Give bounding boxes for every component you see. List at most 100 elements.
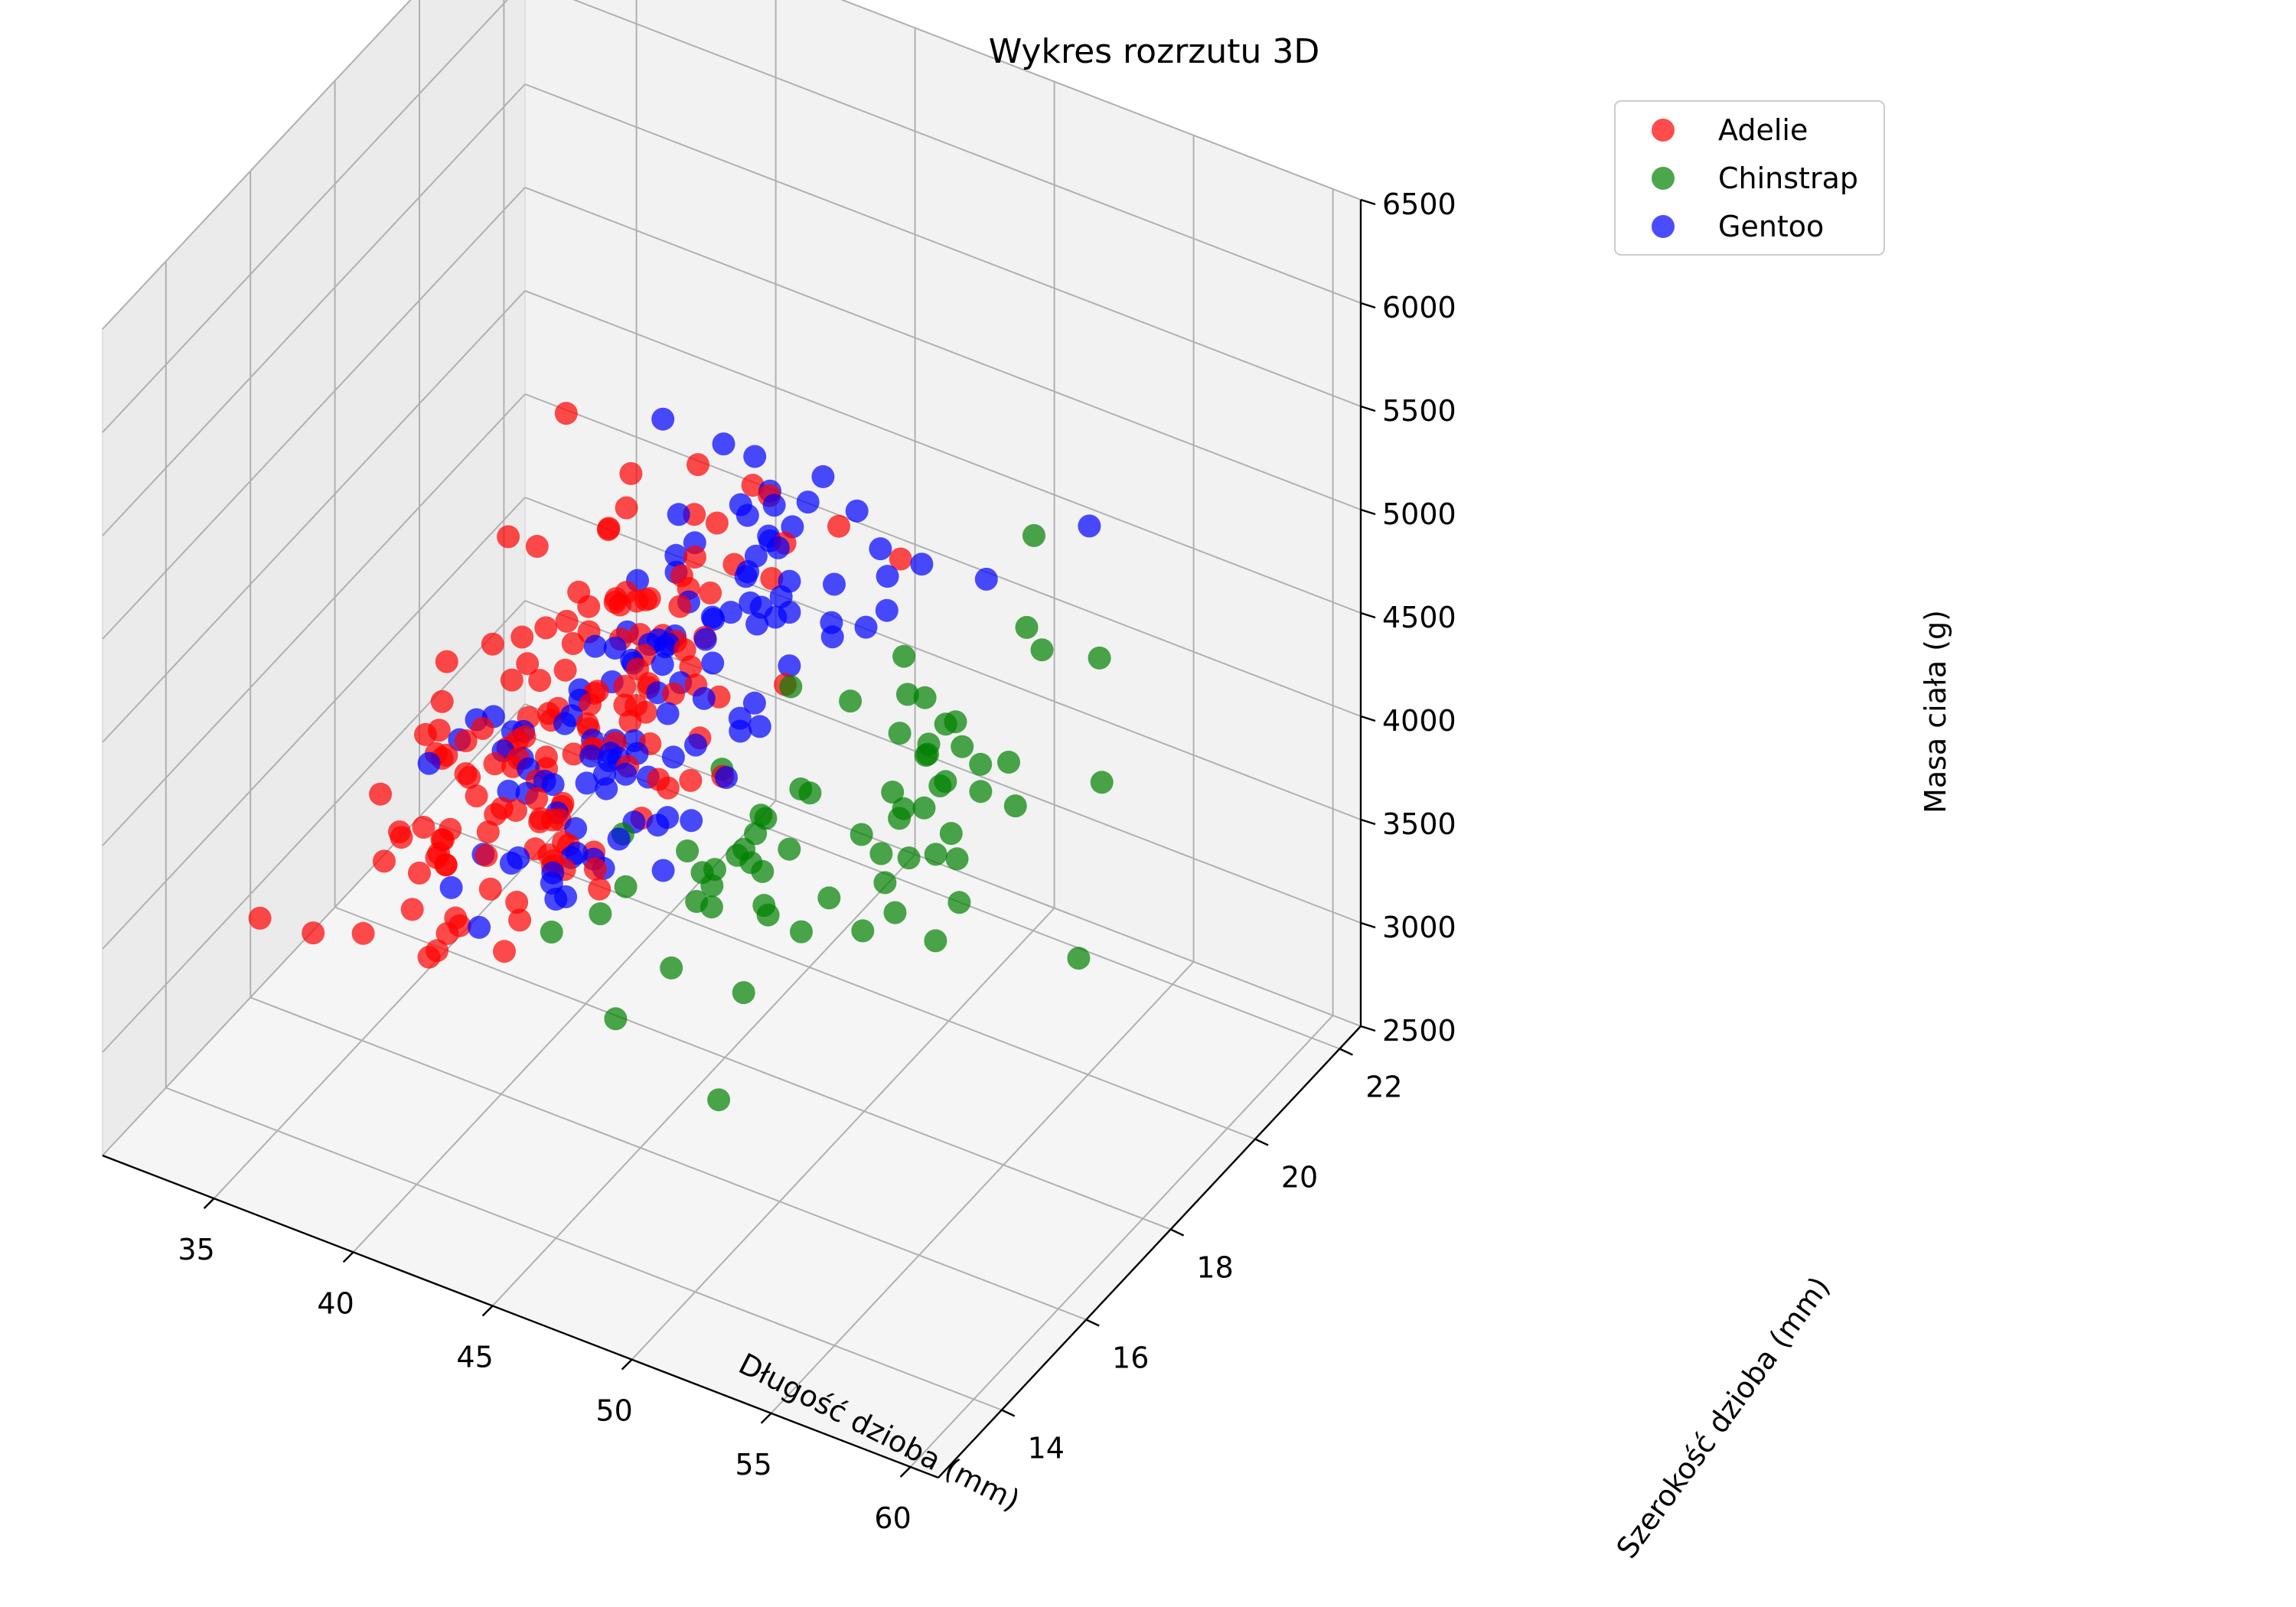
- point-adelie: [414, 722, 437, 746]
- point-gentoo: [712, 432, 735, 456]
- grid-line-z-side: [102, 393, 526, 846]
- x-axis-line: [102, 1154, 939, 1479]
- point-gentoo: [544, 888, 568, 911]
- point-chinstrap: [778, 837, 801, 861]
- point-gentoo: [743, 445, 767, 468]
- point-adelie: [588, 877, 612, 901]
- point-adelie: [435, 921, 459, 945]
- point-adelie: [478, 877, 502, 901]
- z-tick: [1360, 818, 1376, 826]
- point-gentoo: [869, 537, 892, 561]
- point-adelie: [497, 525, 520, 549]
- point-gentoo: [875, 598, 899, 622]
- z-tick-label: 6500: [1382, 187, 1456, 221]
- point-adelie: [705, 511, 729, 535]
- point-adelie: [618, 709, 642, 733]
- point-gentoo: [766, 536, 790, 559]
- point-adelie: [699, 581, 722, 605]
- point-chinstrap: [914, 744, 938, 767]
- point-gentoo: [735, 504, 759, 527]
- grid-line-z-back: [572, 0, 1362, 304]
- point-adelie: [615, 496, 638, 520]
- point-gentoo: [661, 745, 685, 769]
- point-chinstrap: [604, 1007, 628, 1031]
- point-chinstrap: [869, 842, 893, 865]
- point-chinstrap: [817, 886, 841, 910]
- point-adelie: [302, 921, 325, 945]
- point-adelie: [553, 658, 577, 682]
- point-chinstrap: [924, 843, 947, 866]
- point-gentoo: [876, 565, 899, 588]
- legend-label-adelie: Adelie: [1718, 113, 1808, 147]
- point-adelie: [408, 861, 431, 885]
- point-adelie: [400, 898, 424, 921]
- point-chinstrap: [947, 891, 971, 914]
- point-gentoo: [575, 771, 598, 795]
- grid-line-z-side: [102, 497, 526, 950]
- y-tick: [1001, 1409, 1016, 1417]
- x-tick-label: 60: [874, 1501, 911, 1535]
- point-adelie: [516, 652, 540, 676]
- point-gentoo: [702, 608, 726, 631]
- point-chinstrap: [1088, 646, 1111, 670]
- point-chinstrap: [1030, 638, 1054, 662]
- legend-label-chinstrap: Chinstrap: [1718, 161, 1858, 195]
- point-gentoo: [910, 553, 934, 576]
- point-chinstrap: [969, 780, 993, 804]
- point-adelie: [351, 921, 375, 945]
- point-chinstrap: [951, 735, 974, 758]
- point-gentoo: [541, 773, 565, 797]
- y-axis-label: Szerokość dzioba (mm): [1609, 1270, 1836, 1564]
- point-gentoo: [499, 852, 523, 875]
- y-tick: [1254, 1138, 1269, 1146]
- point-chinstrap: [839, 689, 863, 713]
- point-gentoo: [742, 691, 766, 715]
- point-chinstrap: [790, 920, 813, 944]
- point-chinstrap: [934, 712, 957, 736]
- data-points: [248, 402, 1114, 1112]
- legend: Adelie Chinstrap Gentoo: [1614, 100, 1885, 256]
- point-adelie: [476, 820, 500, 844]
- point-adelie: [481, 632, 504, 656]
- axis-ticks: 35 40 45 50 55 60 14 16 18 20 22 2500 3000 3500 4000 45…: [178, 187, 1456, 1535]
- point-chinstrap: [897, 846, 921, 870]
- point-adelie: [583, 857, 607, 881]
- point-chinstrap: [969, 752, 993, 776]
- y-tick: [1339, 1048, 1353, 1056]
- point-adelie: [528, 669, 552, 693]
- point-gentoo: [468, 915, 491, 939]
- point-gentoo: [607, 827, 631, 851]
- z-tick: [1360, 405, 1376, 412]
- point-adelie: [679, 768, 703, 792]
- point-adelie: [390, 826, 413, 849]
- point-chinstrap: [881, 781, 905, 804]
- point-chinstrap: [798, 781, 822, 805]
- point-adelie: [454, 729, 478, 752]
- legend-label-gentoo: Gentoo: [1718, 210, 1824, 243]
- point-chinstrap: [676, 839, 700, 862]
- point-adelie: [435, 650, 458, 673]
- point-gentoo: [719, 601, 742, 624]
- z-tick: [1360, 302, 1376, 309]
- point-chinstrap: [756, 903, 780, 927]
- point-gentoo: [974, 567, 998, 591]
- grid-line-z-back: [524, 497, 1362, 820]
- x-tick: [621, 1358, 633, 1371]
- point-chinstrap: [1022, 523, 1045, 547]
- point-gentoo: [748, 715, 771, 738]
- point-adelie: [562, 742, 585, 766]
- point-gentoo: [734, 565, 758, 588]
- point-adelie: [662, 682, 685, 706]
- point-gentoo: [823, 572, 846, 596]
- legend-marker-adelie: [1652, 119, 1675, 142]
- point-adelie: [510, 625, 534, 649]
- grid-line-z-back: [840, 0, 1362, 200]
- point-adelie: [493, 940, 516, 963]
- point-chinstrap: [660, 956, 683, 980]
- x-tick-label: 35: [178, 1233, 214, 1266]
- point-chinstrap: [892, 644, 916, 668]
- z-tick: [1360, 198, 1376, 206]
- point-adelie: [683, 546, 706, 569]
- point-gentoo: [654, 635, 677, 659]
